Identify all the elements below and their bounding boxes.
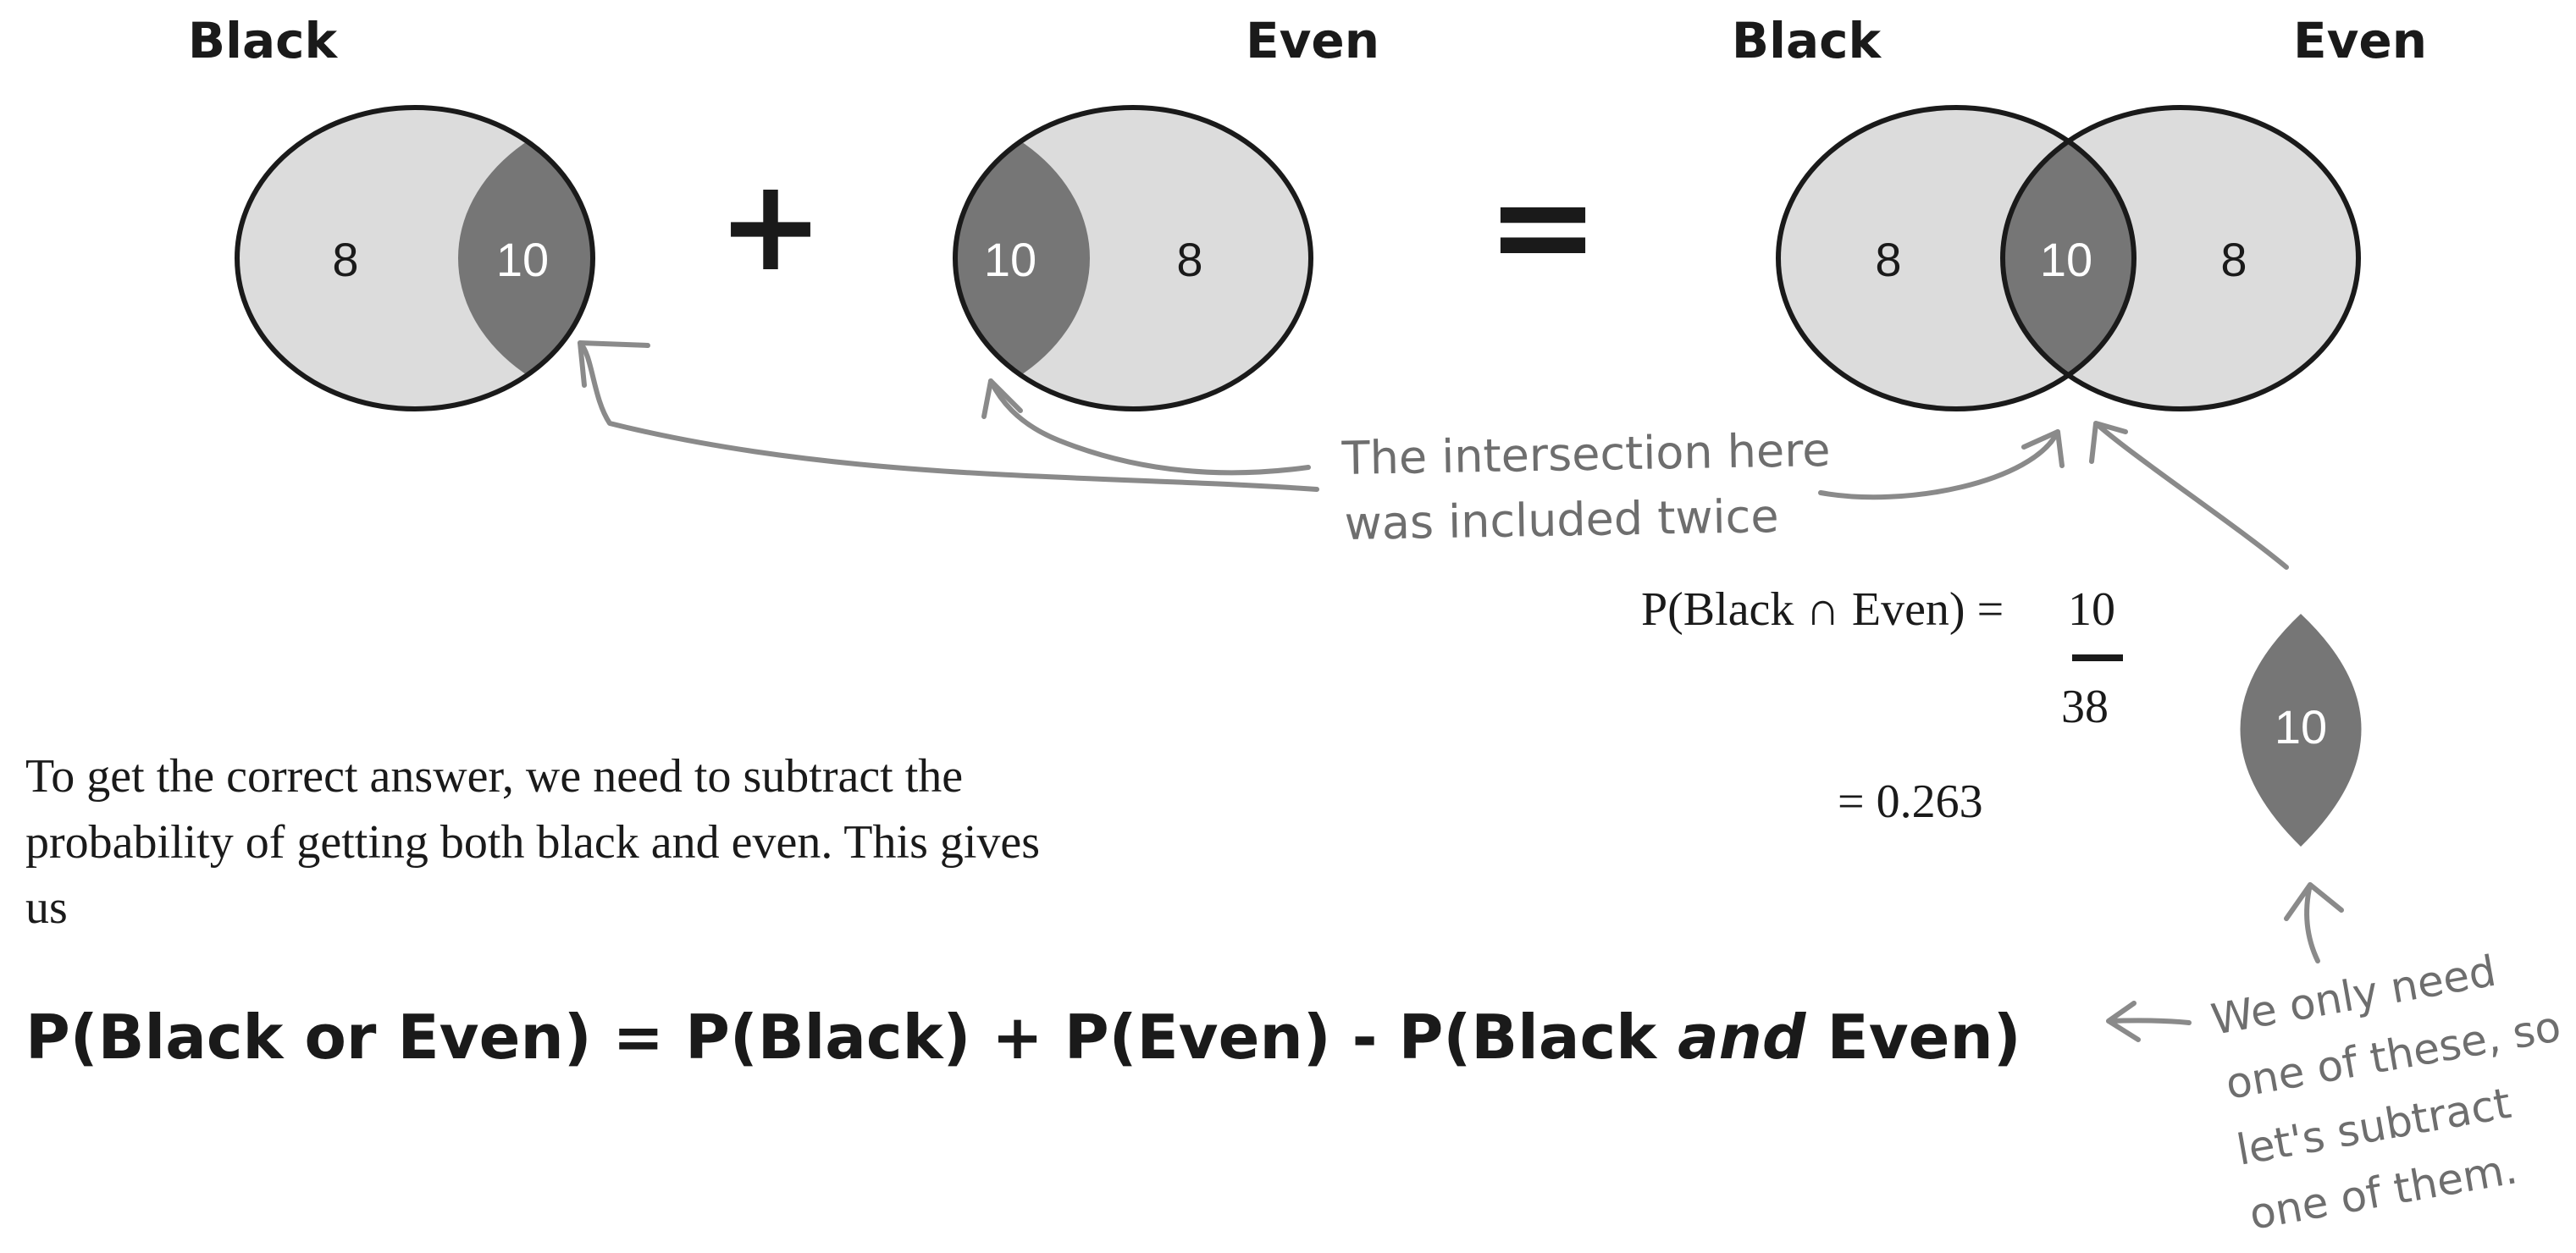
- equals-sign: =: [1486, 146, 1600, 305]
- lens-arrow-up: [2089, 421, 2289, 570]
- black-overlap-region: [458, 108, 593, 409]
- fraction-bar: [2072, 654, 2123, 661]
- label-even-1: Even: [1246, 12, 1379, 69]
- even-overlap-value: 10: [984, 233, 1036, 286]
- plus-sign: +: [717, 152, 824, 300]
- annotation-arrows-subtract: [2106, 882, 2344, 1042]
- venn-combined: Black Even 8 10 8: [1732, 12, 2427, 411]
- formula-part2: Even): [1805, 1002, 2020, 1073]
- label-even-2: Even: [2293, 12, 2427, 69]
- venn-even: Even 10 8: [953, 12, 1379, 411]
- formula-part1: P(Black or Even) = P(Black) + P(Even) - …: [25, 1002, 1678, 1073]
- intersection-lens: 10: [2240, 614, 2362, 847]
- intersection-prob-result: = 0.263: [1838, 776, 1983, 828]
- combined-intersection-region: [2003, 108, 2134, 409]
- paragraph-line1: To get the correct answer, we need to su…: [25, 750, 963, 803]
- paragraph-line3: us: [25, 881, 68, 934]
- explanation-paragraph: To get the correct answer, we need to su…: [25, 750, 1040, 934]
- annotation-twice-line2: was included twice: [1344, 489, 1779, 550]
- label-black-2: Black: [1732, 12, 1882, 69]
- intersection-probability: P(Black ∩ Even) = 10 38 = 0.263: [1641, 583, 2123, 828]
- annotation-twice-line1: The intersection here: [1341, 423, 1831, 485]
- formula-italic: and: [1678, 1002, 1807, 1073]
- combined-intersection-value: 10: [2040, 233, 2092, 286]
- venn-black: Black 8 10: [188, 12, 595, 411]
- main-formula: P(Black or Even) = P(Black) + P(Even) - …: [25, 1002, 2021, 1073]
- label-black-1: Black: [188, 12, 339, 69]
- annotation-arrows-twice: [578, 340, 2065, 500]
- intersection-prob-numerator: 10: [2068, 583, 2115, 636]
- combined-even-only-value: 8: [2220, 233, 2247, 286]
- black-only-value: 8: [332, 233, 358, 286]
- intersection-prob-denominator: 38: [2061, 681, 2109, 733]
- lens-value: 10: [2275, 700, 2327, 753]
- combined-black-only-value: 8: [1875, 233, 1901, 286]
- annotation-twice: The intersection here was included twice: [1341, 423, 1831, 550]
- lens-shape: [2240, 614, 2362, 847]
- intersection-prob-lhs: P(Black ∩ Even) =: [1641, 583, 2004, 636]
- black-overlap-value: 10: [496, 233, 549, 286]
- annotation-subtract: We only need one of these, so let's subt…: [2208, 947, 2564, 1239]
- even-only-value: 8: [1176, 233, 1202, 286]
- even-overlap-region: [955, 108, 1090, 409]
- paragraph-line2: probability of getting both black and ev…: [25, 816, 1040, 869]
